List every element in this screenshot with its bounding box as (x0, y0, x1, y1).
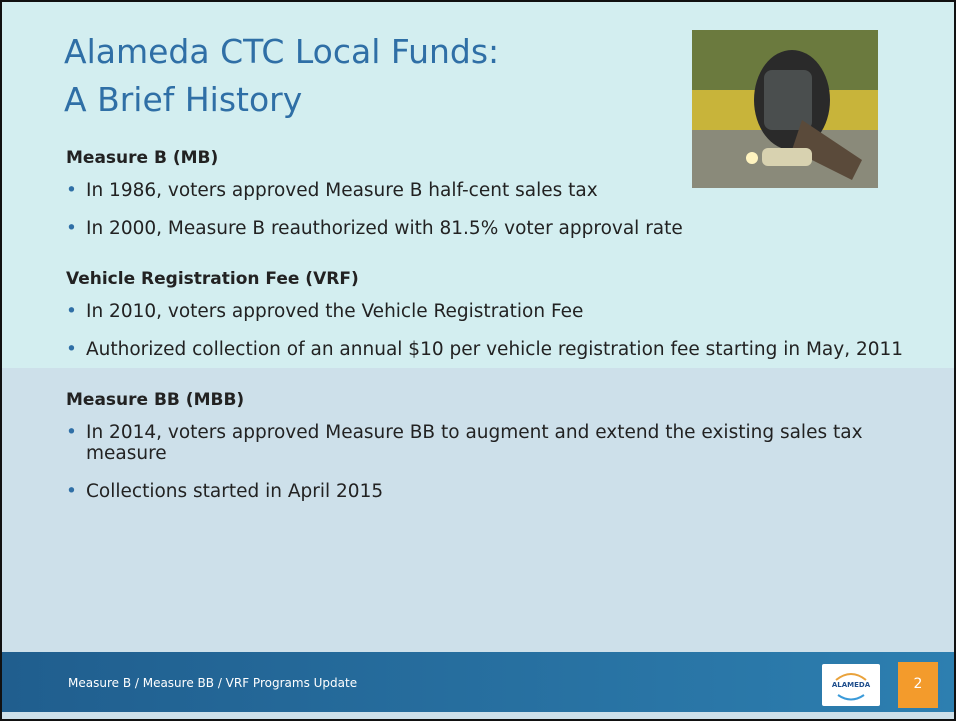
section-heading: Vehicle Registration Fee (VRF) (66, 269, 359, 289)
title-line: A Brief History (64, 80, 303, 119)
footer-text: Measure B / Measure BB / VRF Programs Up… (68, 676, 358, 690)
bullet: In 2014, voters approved Measure BB to a… (66, 422, 906, 464)
page-number: 2 (898, 662, 938, 708)
section: Measure BB (MBB) In 2014, voters approved… (66, 390, 906, 502)
bullet: In 2010, voters approved the Vehicle Reg… (66, 301, 906, 322)
logo-text: ALAMEDA (831, 681, 871, 689)
photo (692, 30, 878, 188)
section-heading: Measure BB (MBB) (66, 390, 245, 410)
title: Alameda CTC Local Funds: A Brief History (64, 28, 499, 124)
bullet: Authorized collection of an annual $10 p… (66, 339, 906, 360)
title-line: Alameda CTC Local Funds: (64, 32, 500, 71)
bullet: Collections started in April 2015 (66, 481, 906, 502)
section: Vehicle Registration Fee (VRF) In 2010, v… (66, 269, 906, 360)
bullet: In 1986, voters approved Measure B half-… (66, 180, 906, 201)
logo: ALAMEDA (822, 664, 880, 706)
footer: Measure B / Measure BB / VRF Programs Up… (2, 652, 954, 712)
section: Measure B (MB) In 1986, voters approved M… (66, 148, 906, 239)
page-number-text: 2 (913, 676, 923, 692)
bullet: In 2000, Measure B reauthorized with 81.… (66, 218, 906, 239)
section-heading: Measure B (MB) (66, 148, 219, 168)
content: Measure B (MB) In 1986, voters approved M… (66, 148, 906, 532)
logo-arcs (835, 673, 867, 701)
